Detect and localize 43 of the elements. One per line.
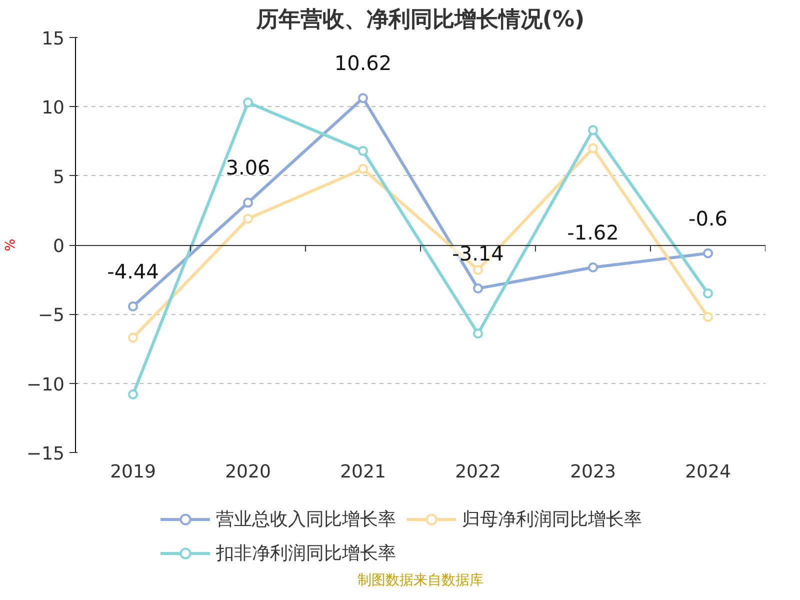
point (358, 146, 368, 156)
x-tick-label: 2021 (340, 462, 386, 482)
point (588, 143, 598, 154)
y-tick-label: −10 (26, 374, 65, 396)
data-label: 3.06 (226, 156, 270, 180)
y-tick-label: 10 (42, 98, 64, 119)
point (243, 98, 253, 108)
legend-label: 归母净利润同比增长率 (462, 508, 642, 531)
point (473, 283, 483, 294)
y-axis-title: % (4, 238, 19, 252)
point (243, 214, 253, 224)
point (703, 312, 713, 322)
x-tick-label: 2024 (685, 462, 731, 482)
point (473, 264, 483, 275)
x-tick-label: 2023 (570, 462, 616, 482)
text: 制图数据来自数据库 (358, 572, 484, 589)
point (588, 125, 598, 136)
point (243, 198, 253, 208)
point (358, 164, 368, 174)
data-label: -3.14 (452, 241, 504, 266)
data-label: 10.62 (334, 51, 392, 76)
data-label: -0.6 (688, 206, 728, 230)
y-tick-label: 5 (53, 166, 64, 188)
point (703, 248, 713, 258)
y-tick-label: −15 (26, 444, 65, 464)
y-tick-label: 0 (53, 236, 64, 257)
y-tick-label: 15 (42, 28, 64, 50)
point (128, 301, 138, 312)
point (473, 328, 483, 339)
legend-label: 营业总收入同比增长率 (216, 508, 396, 531)
y-tick-label: −5 (38, 305, 65, 326)
point (588, 262, 598, 272)
data-label: -4.44 (107, 259, 159, 284)
point (128, 389, 138, 400)
point (703, 288, 713, 298)
legend-label: 扣非净利润同比增长率 (216, 542, 396, 565)
x-tick-label: 2022 (455, 462, 501, 482)
x-tick-label: 2019 (110, 462, 156, 482)
point (358, 93, 368, 104)
point (128, 332, 138, 343)
x-tick-label: 2020 (225, 462, 271, 482)
data-label: -1.62 (567, 220, 619, 244)
chart-title: 历年营收、净利同比增长情况(%) (255, 8, 585, 32)
